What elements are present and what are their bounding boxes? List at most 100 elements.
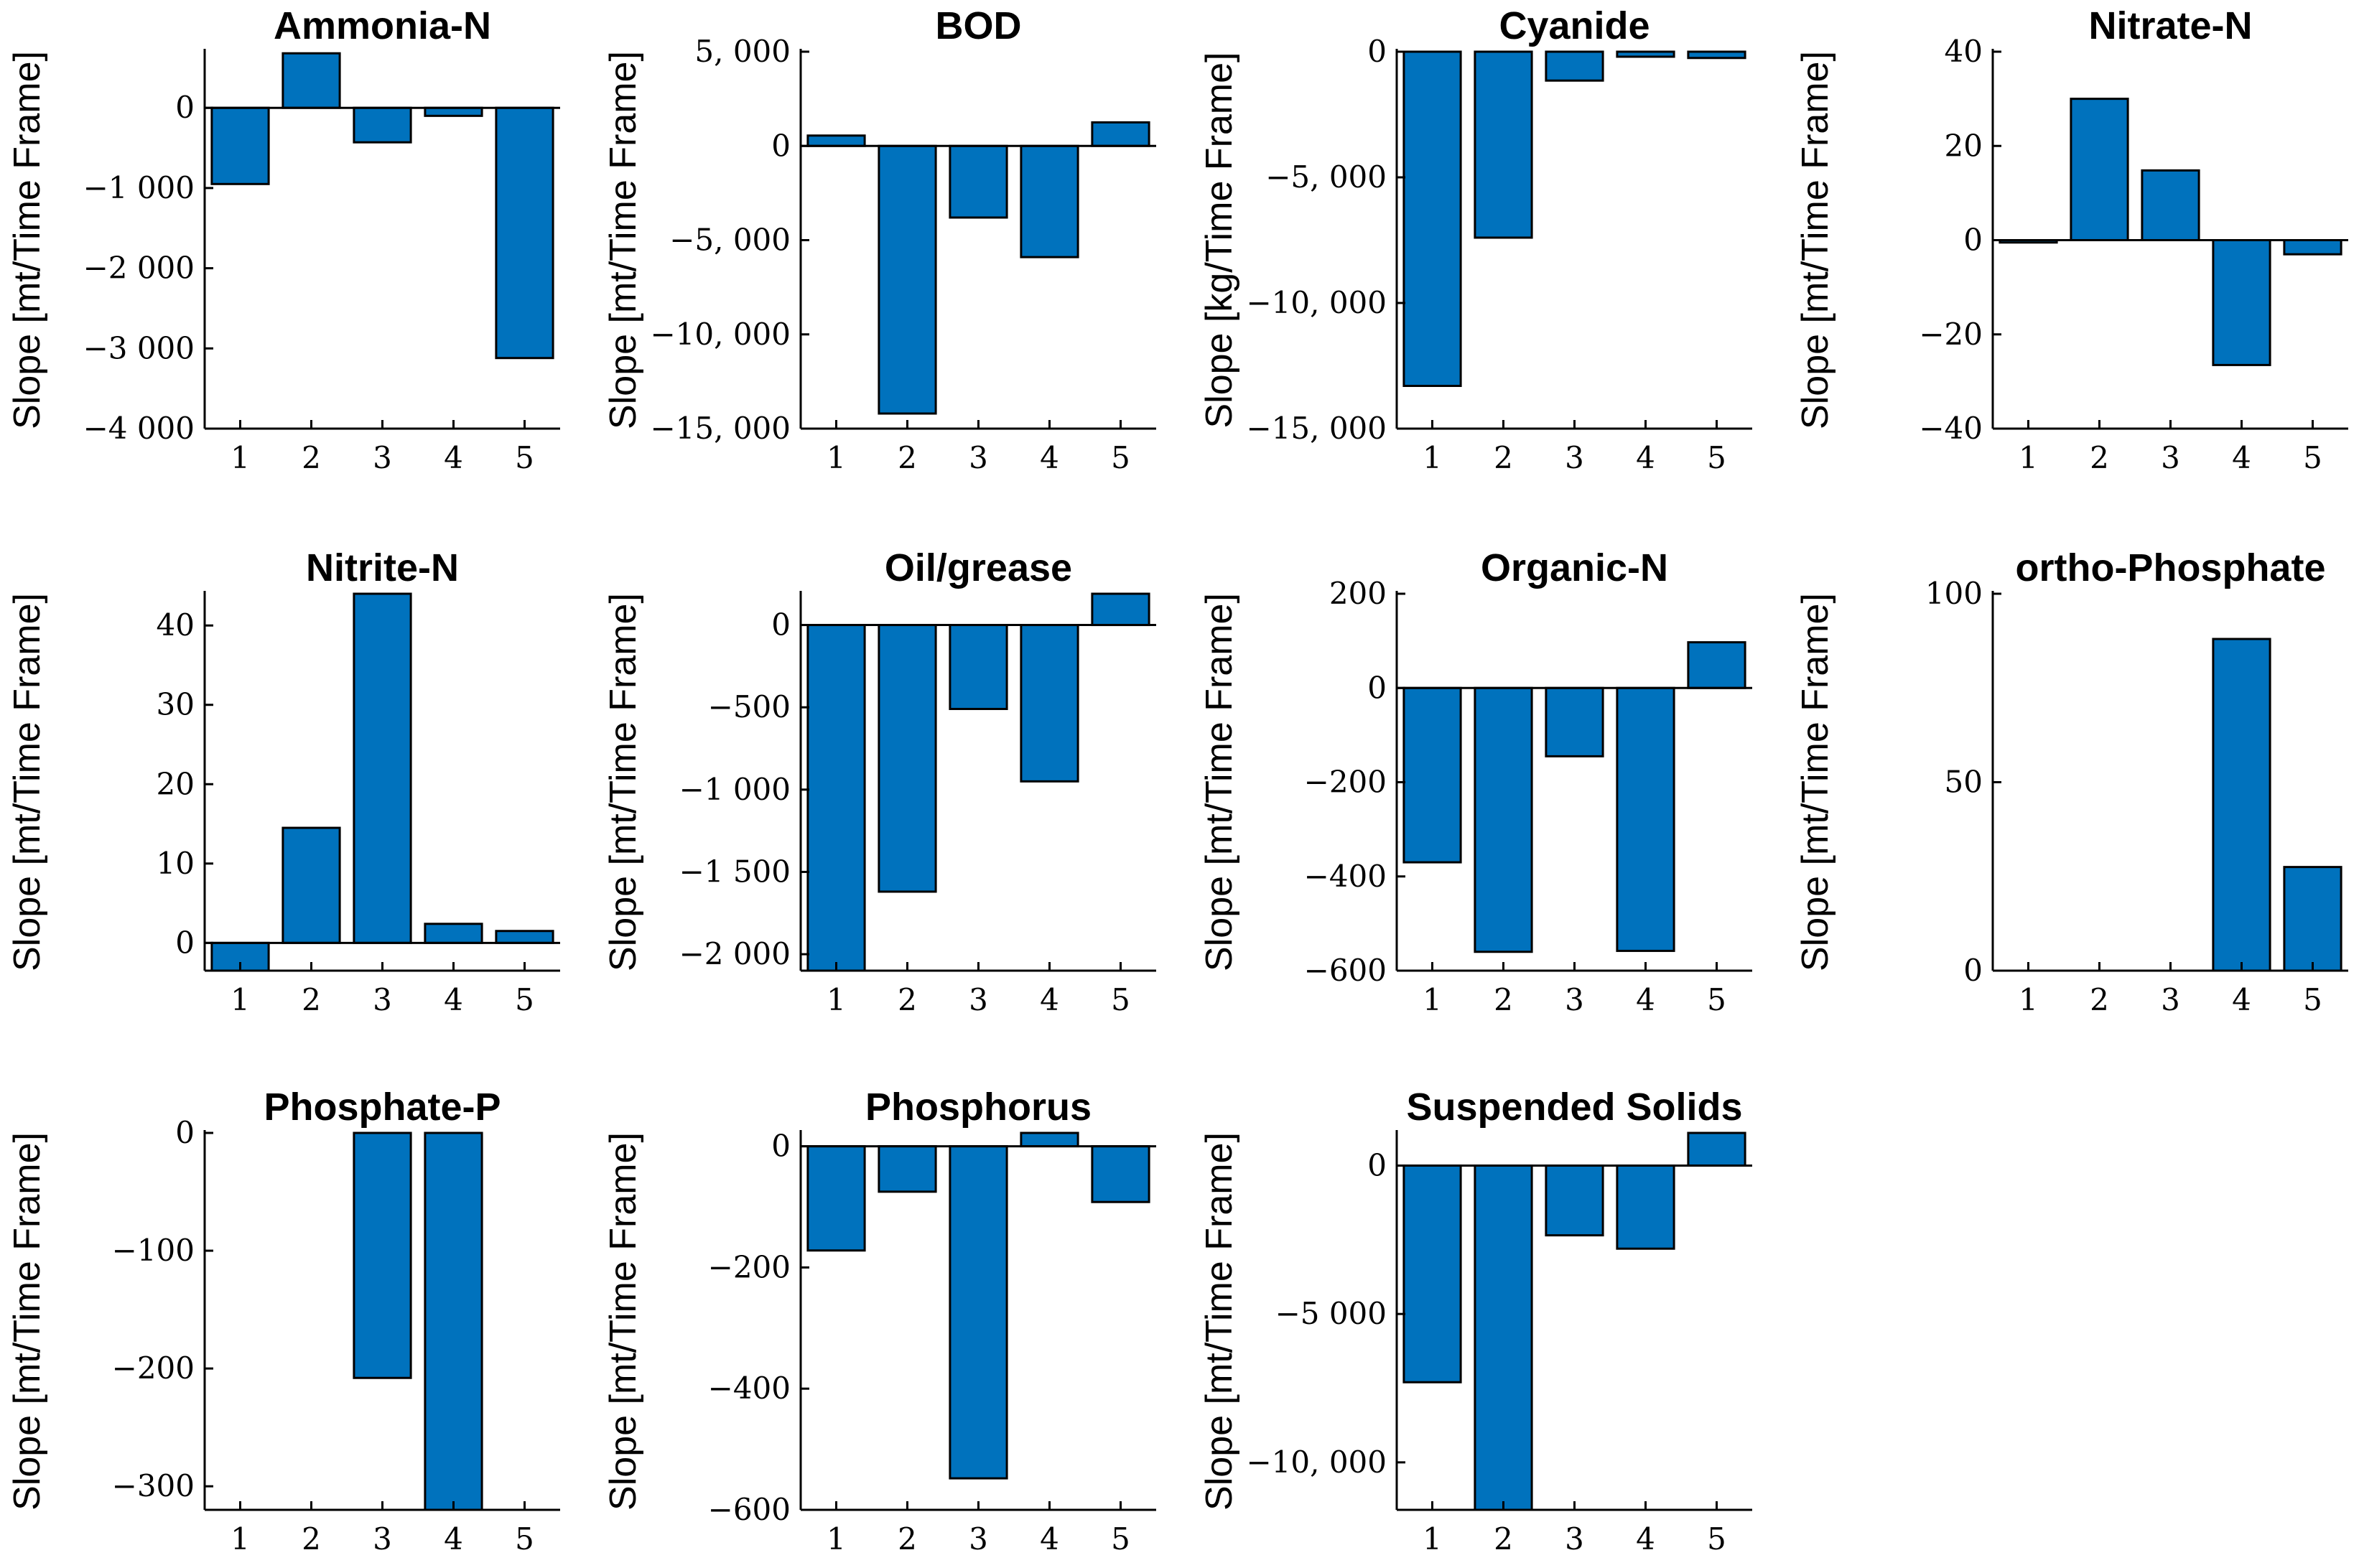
x-tick-label: 2	[2090, 440, 2109, 475]
chart-panel-7: Organic-N Slope [mt/Time Frame] 200 0 −200 −4…	[1199, 546, 1752, 1017]
x-tick-label: 4	[1636, 1521, 1655, 1557]
y-axis-label: Slope [mt/Time Frame]	[602, 51, 644, 429]
y-tick-label: −10, 000	[1246, 1445, 1387, 1480]
y-tick-label: −600	[708, 1492, 791, 1527]
y-tick-label: −600	[1304, 953, 1387, 988]
x-tick-label: 4	[2232, 982, 2251, 1017]
bar-5	[1091, 592, 1150, 627]
chart-panel-8: ortho-Phosphate Slope [mt/Time Frame] 100 5…	[1795, 546, 2348, 1017]
x-tick-label: 3	[1565, 1521, 1584, 1557]
bar-2	[282, 826, 341, 944]
bar-2	[878, 624, 937, 893]
x-tick-label: 5	[2303, 440, 2322, 475]
chart-panel-11: Suspended Solids Slope [mt/Time Frame] 0 −5…	[1199, 1086, 1752, 1557]
bar-3	[949, 1145, 1008, 1480]
x-tick-label: 5	[1111, 982, 1130, 1017]
x-tick-label: 2	[1494, 1521, 1513, 1557]
chart-title: Nitrate-N	[2088, 4, 2252, 47]
x-tick-label: 5	[1111, 1521, 1130, 1557]
x-tick-label: 1	[827, 1521, 846, 1557]
x-tick-label: 2	[2090, 982, 2109, 1017]
x-tick-label: 5	[2303, 982, 2322, 1017]
chart-title: Organic-N	[1481, 546, 1668, 589]
x-tick-label: 2	[1494, 982, 1513, 1017]
y-tick-label: 0	[1963, 223, 1983, 258]
chart-title: Phosphorus	[865, 1086, 1092, 1129]
x-tick-label: 1	[2019, 440, 2038, 475]
x-tick-label: 5	[1707, 982, 1726, 1017]
y-tick-label: −15, 000	[1246, 411, 1387, 446]
x-tick-label: 1	[1423, 440, 1442, 475]
bar-1	[1402, 1164, 1462, 1383]
y-axis-label: Slope [mt/Time Frame]	[6, 1132, 48, 1511]
bar-3	[949, 624, 1008, 710]
x-tick-label: 2	[898, 440, 917, 475]
chart-panel-1: Ammonia-N Slope [mt/Time Frame] 0 −1 000 −2 …	[6, 4, 560, 475]
x-tick-label: 5	[1111, 440, 1130, 475]
chart-panel-6: Oil/grease Slope [mt/Time Frame] 0 −500 −1 0…	[602, 546, 1156, 1017]
bar-2	[1474, 50, 1533, 239]
bar-4	[1616, 686, 1675, 952]
y-tick-label: 0	[175, 90, 195, 125]
bar-1	[210, 106, 270, 185]
y-tick-label: 0	[175, 925, 195, 960]
x-tick-label: 4	[444, 440, 463, 475]
x-tick-label: 5	[515, 440, 534, 475]
bar-2	[1474, 686, 1533, 953]
x-tick-label: 3	[969, 982, 988, 1017]
chart-title: Ammonia-N	[274, 4, 491, 47]
bar-5	[1091, 121, 1150, 147]
chart-title: ortho-Phosphate	[2016, 546, 2326, 589]
bar-5	[495, 930, 554, 944]
y-tick-label: −100	[112, 1233, 195, 1268]
chart-title: Cyanide	[1499, 4, 1650, 47]
y-tick-label: 200	[1329, 576, 1387, 611]
x-tick-label: 3	[373, 440, 392, 475]
chart-title: Oil/grease	[885, 546, 1072, 589]
y-tick-label: 30	[157, 687, 195, 722]
bar-2	[878, 144, 937, 415]
y-tick-label: 0	[771, 607, 791, 643]
bar-5	[495, 106, 554, 360]
y-tick-label: 100	[1925, 576, 1983, 611]
y-tick-label: 40	[157, 607, 195, 643]
y-tick-label: −3 000	[83, 330, 195, 365]
x-tick-label: 3	[969, 440, 988, 475]
chart-panel-10: Phosphorus Slope [mt/Time Frame] 0 −200 −400…	[602, 1086, 1156, 1557]
chart-title: Nitrite-N	[306, 546, 459, 589]
x-tick-label: 2	[302, 1521, 321, 1557]
x-tick-label: 2	[1494, 440, 1513, 475]
y-tick-label: −400	[708, 1371, 791, 1406]
y-tick-label: −5, 000	[1265, 159, 1387, 195]
y-tick-label: −200	[1304, 765, 1387, 800]
y-axis-label: Slope [mt/Time Frame]	[602, 1132, 644, 1511]
bar-1	[1402, 50, 1462, 387]
chart-panel-2: BOD Slope [mt/Time Frame] 5, 000 0 −5, 000 −1…	[602, 4, 1156, 475]
y-axis-label: Slope [mt/Time Frame]	[1199, 1132, 1240, 1511]
y-tick-label: −1 000	[679, 772, 791, 807]
y-tick-label: −5, 000	[669, 223, 791, 258]
y-tick-label: 0	[1367, 34, 1387, 69]
bar-1	[806, 624, 866, 972]
y-tick-label: −4 000	[83, 411, 195, 446]
bar-4	[1616, 50, 1675, 58]
x-tick-label: 5	[515, 982, 534, 1017]
y-tick-label: 0	[771, 1129, 791, 1164]
bar-3	[1545, 686, 1604, 757]
y-tick-label: 50	[1945, 765, 1983, 800]
y-tick-label: −1 500	[679, 854, 791, 889]
bar-3	[2141, 169, 2200, 241]
bar-1	[806, 134, 866, 147]
y-tick-label: −15, 000	[650, 411, 791, 446]
x-tick-label: 1	[1423, 1521, 1442, 1557]
x-tick-label: 5	[1707, 1521, 1726, 1557]
y-tick-label: −200	[112, 1350, 195, 1386]
y-axis-label: Slope [mt/Time Frame]	[6, 593, 48, 971]
y-tick-label: 10	[157, 846, 195, 881]
x-tick-label: 1	[827, 440, 846, 475]
y-axis-label: Slope [mt/Time Frame]	[1199, 593, 1240, 971]
bar-4	[424, 923, 483, 944]
y-tick-label: −200	[708, 1249, 791, 1284]
x-tick-label: 1	[827, 982, 846, 1017]
y-tick-label: −10, 000	[650, 317, 791, 352]
